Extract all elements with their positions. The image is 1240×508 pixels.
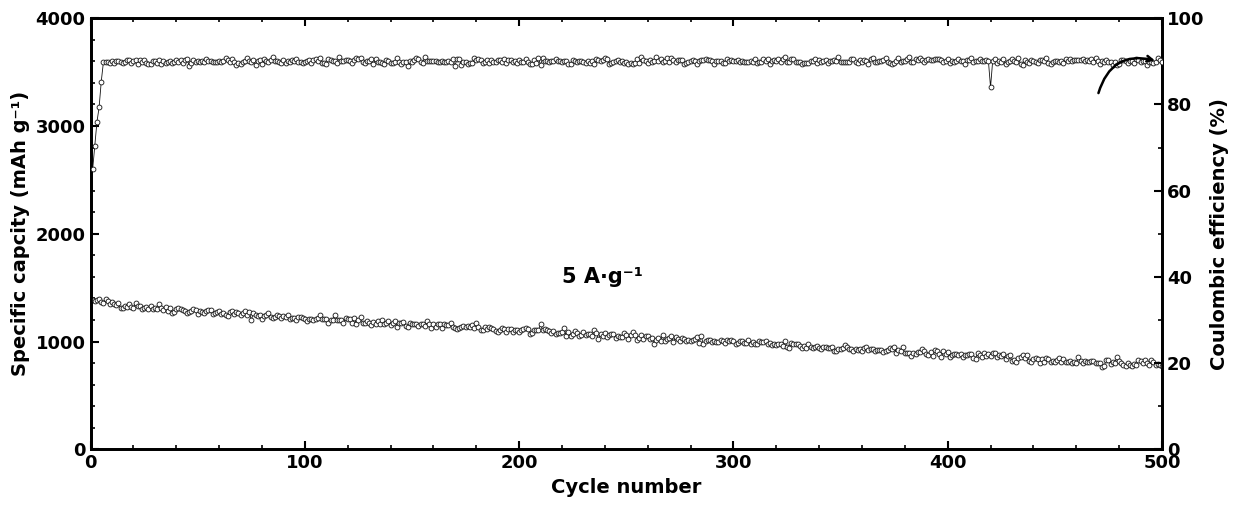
Text: 5 A·g⁻¹: 5 A·g⁻¹ <box>562 267 642 287</box>
Y-axis label: Specific capcity (mAh g⁻¹): Specific capcity (mAh g⁻¹) <box>11 91 30 376</box>
X-axis label: Cycle number: Cycle number <box>551 478 702 497</box>
Y-axis label: Coulombic efficiency (%): Coulombic efficiency (%) <box>1210 98 1229 370</box>
